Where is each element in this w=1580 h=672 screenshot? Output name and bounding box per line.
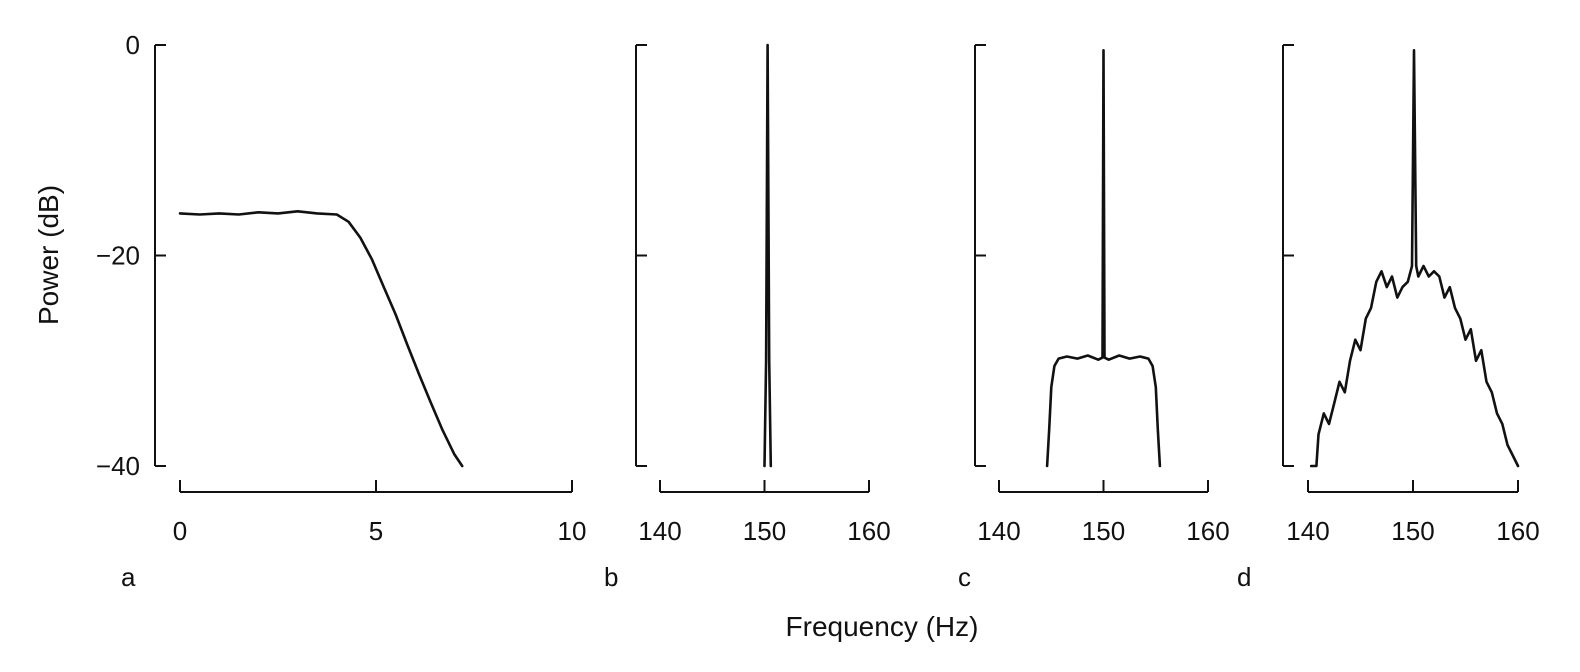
x-tick-label: 160 xyxy=(847,516,890,546)
x-axis-title: Frequency (Hz) xyxy=(786,611,979,642)
panel-a: 0 −20 −40 0 5 10 a xyxy=(96,30,587,592)
y-tick-label: 0 xyxy=(126,30,140,60)
x-tick-label: 140 xyxy=(638,516,681,546)
y-axis-title: Power (dB) xyxy=(33,185,64,325)
series-line-b xyxy=(763,43,773,468)
x-tick-label: 150 xyxy=(1391,516,1434,546)
panel-d: 140 150 160 d xyxy=(1237,44,1540,592)
panel-b: 140 150 160 b xyxy=(604,43,891,592)
x-tick-label: 5 xyxy=(369,516,383,546)
x-tick-label: 140 xyxy=(977,516,1020,546)
series-line-d xyxy=(1309,48,1520,468)
panel-label-a: a xyxy=(121,562,136,592)
x-tick-label: 150 xyxy=(743,516,786,546)
series-line-c xyxy=(1045,48,1162,468)
panel-c: 140 150 160 c xyxy=(958,44,1230,592)
x-tick-label: 160 xyxy=(1496,516,1539,546)
panel-label-d: d xyxy=(1237,562,1251,592)
series-line-a xyxy=(178,210,464,468)
x-tick-label: 10 xyxy=(558,516,587,546)
x-tick-label: 160 xyxy=(1186,516,1229,546)
x-tick-label: 150 xyxy=(1082,516,1125,546)
panel-label-c: c xyxy=(958,562,971,592)
x-tick-label: 140 xyxy=(1286,516,1329,546)
panel-label-b: b xyxy=(604,562,618,592)
y-tick-label: −20 xyxy=(96,241,140,271)
x-tick-label: 0 xyxy=(173,516,187,546)
y-tick-label: −40 xyxy=(96,451,140,481)
